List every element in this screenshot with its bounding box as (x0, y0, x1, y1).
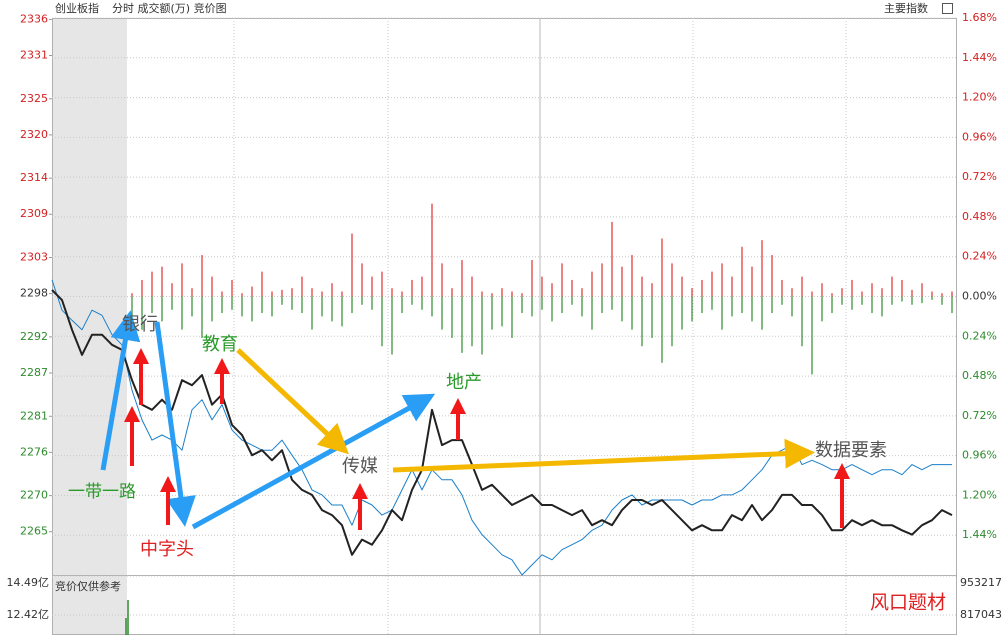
y2-tick-label: 0.24% (962, 250, 997, 263)
annotation: 数据要素 (815, 440, 887, 461)
price-line (51, 289, 953, 556)
annotation: 地产 (446, 372, 482, 393)
y2-tick-label: 1.20% (962, 488, 997, 501)
annotation: 传媒 (342, 456, 378, 477)
y-tick-label: 2325 (20, 92, 48, 105)
y2-tick-label: 1.20% (962, 91, 997, 104)
y-tick-label: 2281 (20, 409, 48, 422)
y2-tick-label: 1.68% (962, 11, 997, 24)
annotation: 一带一路 (68, 482, 136, 502)
y-tick-label: 2336 (20, 12, 48, 25)
index-name: 创业板指 (55, 1, 99, 15)
y2-tick-label: 0.72% (962, 170, 997, 183)
y-tick-label: 2314 (20, 171, 48, 184)
y-tick-label: 2270 (20, 489, 48, 502)
y-tick-label: 2320 (20, 128, 48, 141)
y2-tick-label: 1.44% (962, 528, 997, 541)
y-tick-label: 2292 (20, 330, 48, 343)
volume-tick-label: 817043 (960, 608, 1002, 621)
volume-tick-label: 953217 (960, 576, 1002, 589)
annotation: 风口题材 (870, 592, 946, 614)
volume-left-label: 12.42亿 (7, 608, 50, 621)
y2-tick-label: 0.24% (962, 329, 997, 342)
y-tick-label: 2303 (20, 251, 48, 264)
menu-label[interactable]: 主要指数 (884, 1, 928, 15)
y2-tick-label: 0.72% (962, 409, 997, 422)
y2-tick-label: 0.00% (962, 290, 997, 303)
menu-icon[interactable] (942, 3, 953, 14)
auction-region (52, 575, 127, 635)
annotation: 教育 (202, 334, 238, 355)
chart-subtitle: 分时 成交额(万) 竞价图 (112, 1, 227, 15)
y-tick-label: 2276 (20, 445, 48, 458)
annotation: 中字头 (140, 539, 194, 560)
y2-tick-label: 0.96% (962, 449, 997, 462)
annotation-arrows (100, 310, 850, 530)
volume-pane-label: 竞价仅供参考 (55, 579, 121, 593)
y-tick-label: 2331 (20, 49, 48, 62)
y-tick-label: 2265 (20, 525, 48, 538)
y-tick-label: 2309 (20, 207, 48, 220)
y-tick-label: 2298 (20, 287, 48, 300)
time-grid (233, 18, 847, 635)
y2-tick-label: 0.48% (962, 210, 997, 223)
y2-tick-label: 0.48% (962, 369, 997, 382)
volume-left-label: 14.49亿 (7, 576, 50, 589)
y2-tick-label: 0.96% (962, 130, 997, 143)
y-tick-label: 2287 (20, 366, 48, 379)
y2-tick-label: 1.44% (962, 51, 997, 64)
annotation: 银行 (122, 314, 158, 335)
